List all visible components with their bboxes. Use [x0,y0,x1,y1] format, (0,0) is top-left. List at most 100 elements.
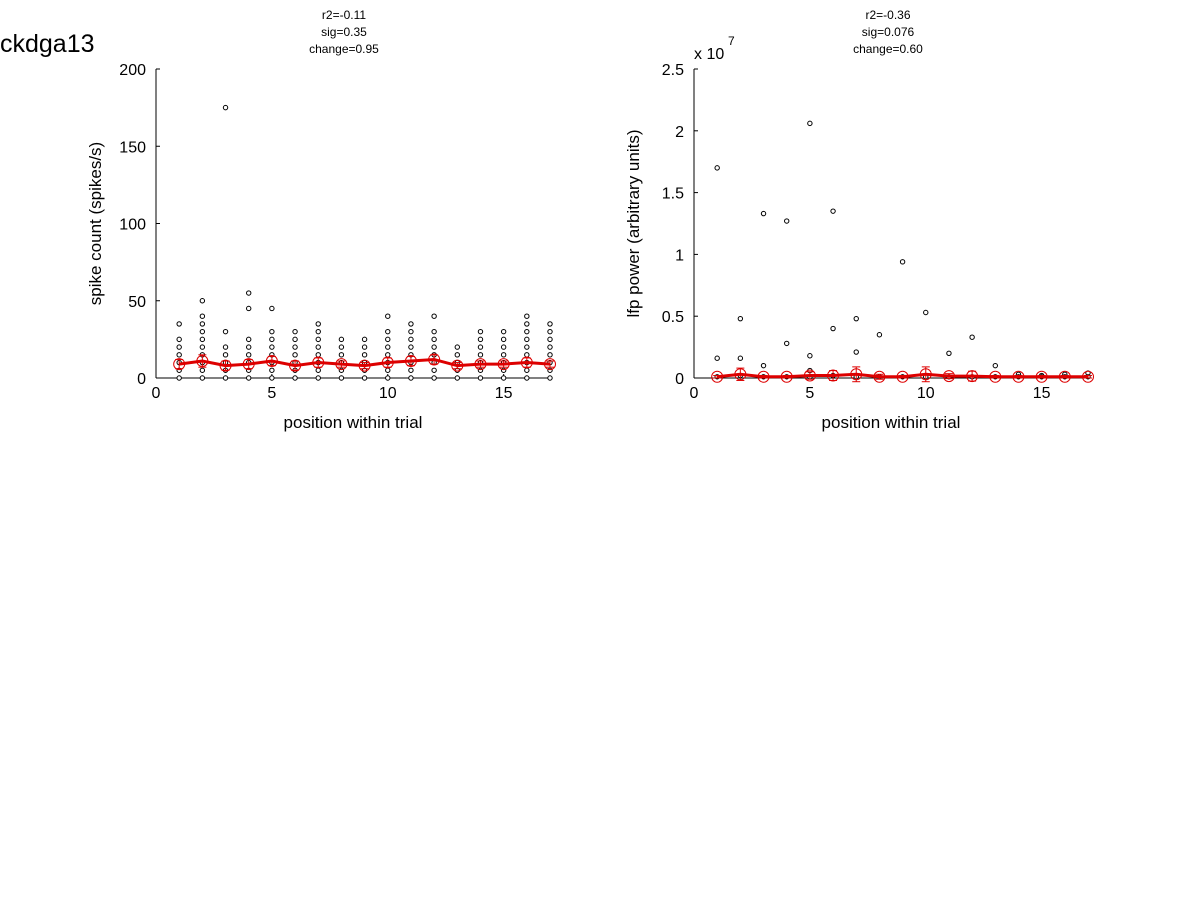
left-data-point [199,313,206,319]
left-data-point [338,352,345,358]
right-x-tick-label: 10 [917,385,935,402]
right-mean-marker [850,368,863,381]
left-data-point [222,352,229,358]
left-data-point [199,367,206,373]
left-data-point [199,328,206,335]
right-data-point [969,334,975,340]
left-mean-line [178,357,551,368]
left-data-point [361,336,368,343]
right-mean-marker [1012,370,1025,383]
right-data-point [784,340,790,347]
left-data-point [361,375,368,381]
left-data-point [269,305,275,312]
left-data-point [477,336,484,343]
right-mean-marker [1058,370,1071,383]
right-stat-sig: sig=0.076 [861,25,915,39]
left-mean-marker [404,355,417,368]
right-data-point [853,315,859,322]
left-y-tick-label: 200 [119,62,146,79]
left-data-point [199,344,206,350]
right-mean-marker [780,370,793,383]
right-y-axis-label: lfp power (arbitrary units) [624,129,643,317]
right-x-tick-label: 0 [690,385,699,402]
left-data-point [315,367,321,373]
left-mean-marker [520,356,533,369]
left-data-point [292,375,298,381]
left-data-point [246,344,252,350]
left-data-point [315,321,321,327]
left-data-point [408,328,414,335]
figure-title: ckdga13 [0,30,95,58]
right-mean-marker [989,370,1002,383]
left-data-point [524,375,530,381]
left-data-point [524,344,530,350]
right-mean-marker [919,368,932,381]
left-y-axis-label: spike count (spikes/s) [86,142,105,305]
left-data-point [408,344,414,350]
left-data-point [246,290,252,296]
right-data-point [737,315,744,322]
right-mean-marker [803,369,816,382]
left-data-point [547,328,553,335]
left-data-point [338,375,345,381]
right-y-exponent-power: 7 [728,34,735,48]
left-mean-marker [219,359,232,372]
left-data-point [431,328,437,335]
left-data-point [500,367,507,373]
left-data-point [408,336,414,343]
left-data-point [315,336,321,343]
left-x-axis-label: position within trial [284,413,423,432]
right-x-tick-label: 5 [805,385,814,402]
left-mean-marker [335,358,348,371]
right-mean-marker [966,370,979,383]
left-data-point [292,328,298,335]
left-mean-marker [381,356,394,369]
right-mean-marker [711,370,724,383]
right-mean-line [717,372,1088,379]
left-data-point [176,375,182,381]
left-data-point [361,344,368,350]
left-panel-stats: r2=-0.11 sig=0.35 change=0.95 [244,7,444,58]
left-data-point [454,352,460,358]
right-data-point [714,355,720,361]
right-data-point [946,350,952,356]
left-data-point [338,344,345,350]
right-y-tick-label: 1.5 [662,186,684,203]
left-mean-marker [428,353,441,366]
left-data-point [454,344,460,350]
left-mean-marker [544,358,556,371]
right-data-point [760,210,767,217]
left-data-point [222,328,229,335]
left-data-point [547,336,553,343]
left-data-point [431,375,437,381]
right-y-tick-label: 1 [675,247,684,264]
left-data-point [269,344,275,350]
right-mean-marker [1082,370,1094,383]
left-data-point [524,321,530,327]
left-data-point [524,328,530,335]
right-data-point [830,325,836,332]
left-data-point [315,375,321,381]
right-data-point [923,309,929,316]
left-data-point [524,336,530,343]
right-data-point [760,362,767,369]
left-data-point [385,328,391,335]
left-x-tick-label: 0 [152,385,161,402]
left-y-tick-label: 50 [128,294,146,311]
right-chart: 0 5 10 15 0 0.5 1 1.5 2 2.5 x 10 7 position within t… [624,34,1094,432]
left-data-point [500,336,507,343]
right-y-tick-label: 2 [675,124,684,141]
right-y-exponent-label: x 10 [694,46,724,63]
right-data-point [992,362,998,369]
left-data-point [338,367,345,373]
right-data-point [807,120,813,127]
left-data-point [269,375,275,381]
left-data-point [477,344,484,350]
right-data-point [899,259,906,265]
left-data-point [408,367,414,373]
left-stat-change: change=0.95 [309,42,379,56]
left-data-point [454,375,460,381]
left-data-point [292,352,298,358]
left-y-tick-label: 150 [119,139,146,156]
